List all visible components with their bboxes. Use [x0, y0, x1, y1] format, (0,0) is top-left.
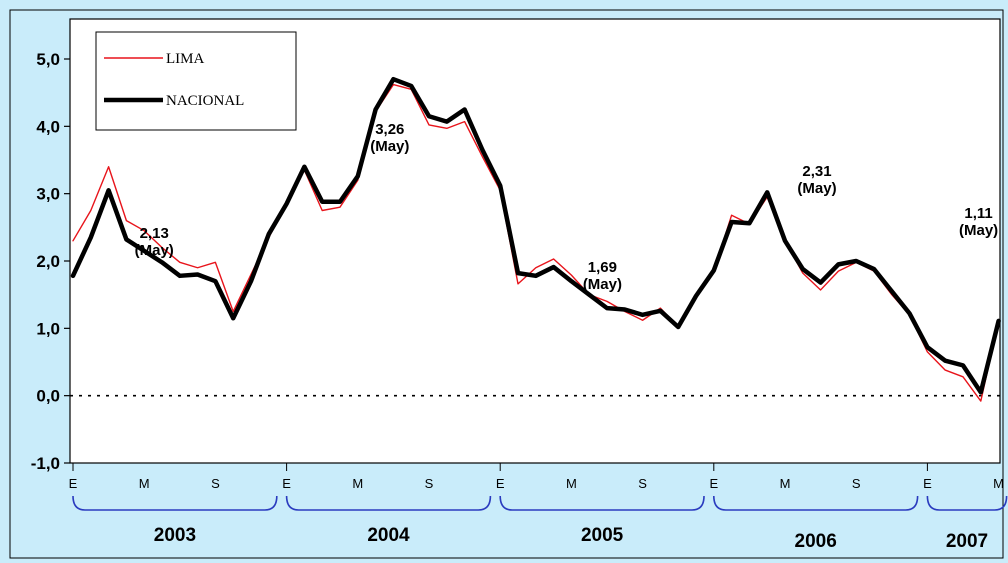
annotation-value: 1,69: [588, 259, 617, 276]
x-month-label: M: [139, 476, 150, 491]
x-month-label: E: [709, 476, 718, 491]
year-bracket: [713, 495, 919, 511]
year-bracket: [72, 495, 278, 511]
annotation-value: 3,26: [375, 121, 404, 138]
y-tick-label: 5,0: [36, 50, 60, 69]
x-month-label: E: [282, 476, 291, 491]
legend-label: NACIONAL: [166, 93, 244, 109]
year-label: 2007: [946, 531, 988, 552]
annotation-note: (May): [583, 276, 622, 293]
x-month-label: E: [923, 476, 932, 491]
annotation-note: (May): [797, 180, 836, 197]
y-tick-label: 4,0: [36, 117, 60, 136]
x-month-label: M: [780, 476, 791, 491]
x-month-label: E: [69, 476, 78, 491]
legend: [95, 31, 297, 131]
y-tick-label: 0,0: [36, 387, 60, 406]
x-month-label: M: [993, 476, 1004, 491]
year-bracket: [499, 495, 705, 511]
series-line-lima: [72, 83, 1000, 402]
series-line-nacional: [70, 76, 1001, 395]
year-bracket: [926, 495, 1008, 511]
annotation-value: 2,31: [802, 163, 831, 180]
y-tick-label: -1,0: [31, 454, 60, 473]
y-tick-label: 2,0: [36, 252, 60, 271]
year-label: 2005: [581, 525, 624, 546]
annotation-value: 1,11: [964, 205, 992, 222]
x-month-label: S: [638, 476, 647, 491]
annotation-note: (May): [370, 138, 409, 155]
annotation-note: (May): [959, 222, 998, 239]
year-label: 2006: [795, 531, 837, 552]
year-bracket: [285, 495, 492, 511]
annotation-value: 2,13: [140, 225, 169, 242]
x-month-label: S: [425, 476, 434, 491]
x-month-label: E: [496, 476, 505, 491]
y-tick-label: 3,0: [36, 185, 60, 204]
year-label: 2004: [367, 525, 410, 546]
legend-label: LIMA: [166, 51, 204, 67]
x-month-label: S: [211, 476, 220, 491]
year-label: 2003: [154, 525, 196, 546]
x-month-label: M: [352, 476, 363, 491]
x-month-label: S: [852, 476, 861, 491]
annotation-note: (May): [135, 242, 174, 259]
y-tick-label: 1,0: [36, 319, 60, 338]
x-month-label: M: [566, 476, 577, 491]
